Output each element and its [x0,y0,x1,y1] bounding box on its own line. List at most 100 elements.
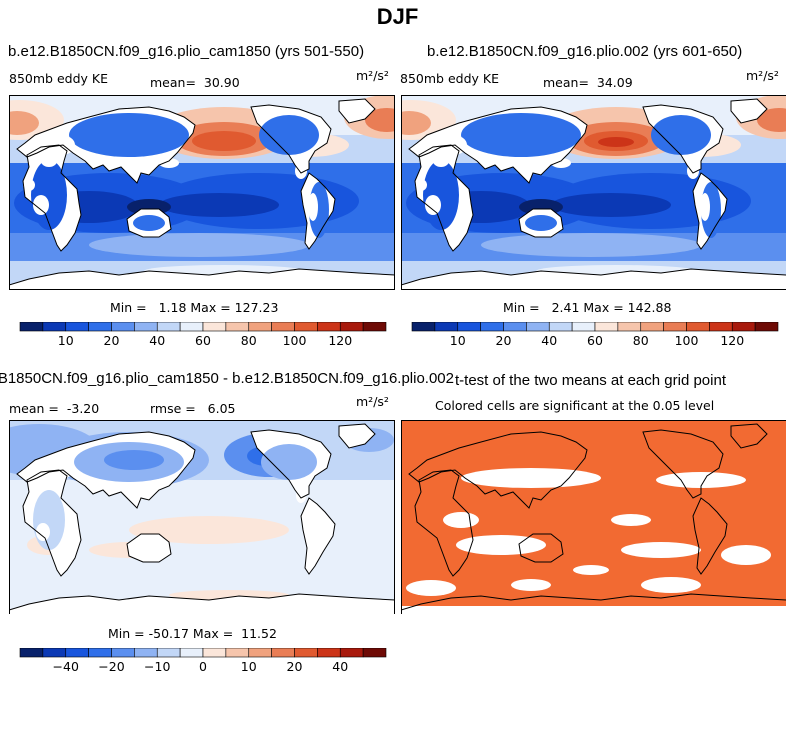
panel4-map [401,420,786,614]
panel3-map-svg [9,420,395,614]
panel2-left-label: 850mb eddy KE [400,71,499,86]
panel1-map-mask-6 [159,158,179,168]
panel2-map-mask-1 [433,155,449,167]
panel2-colorbar-tick-5: 100 [675,333,699,348]
panel2-units: m²/s² [746,68,779,83]
panel1-colorbar-box-15 [362,322,387,332]
panel1-map-mask-4 [295,163,307,179]
panel1-map-land-antarctica [9,269,395,290]
panel3-map-coast-3 [300,497,336,575]
panel2-map-pac-4 [598,137,634,147]
panel1-colorbar-box-10 [248,322,272,332]
panel4-map-nonsig-4 [621,542,701,558]
panel2-colorbar-tick-6: 120 [720,333,744,348]
panel2-colorbar-box-4 [503,322,527,332]
panel3-colorbar-box-3 [88,648,112,658]
panel4-map-nonsig-0 [461,468,601,488]
panel2-colorbar-box-1 [434,322,459,332]
panel4-map-coast-4 [518,533,564,563]
panel3-colorbar-tick-3: 0 [199,659,207,674]
panel1-colorbar-box-2 [65,322,89,332]
panel1-map-sh-1 [89,233,309,257]
panel2-colorbar-box-8 [594,322,619,332]
panel3-map-coast-antarctica [9,593,395,614]
panel2-colorbar-box-11 [663,322,687,332]
panel3-map-land-5 [339,424,375,448]
panel4-map-nonsig-10 [573,565,609,575]
panel4-map-coast-5 [730,423,768,449]
panel3-mean: mean = -3.20 [9,401,100,416]
panel2-map-atl-2 [401,111,431,135]
panel3-colorbar-box-10 [248,648,272,658]
panel3-colorbar-box-9 [225,648,250,658]
panel3-colorbar-box-1 [42,648,67,658]
panel2-map-svg [401,95,786,290]
panel3-colorbar-box-5 [134,648,158,658]
panel4-map-nonsig-6 [511,579,551,591]
panel1-colorbar-tick-5: 100 [283,333,307,348]
panel1-colorbar-tick-6: 120 [328,333,352,348]
panel1-colorbar: 10 20 40 60 80 100 120 [19,322,387,348]
panel2-map-mask-4 [687,163,699,179]
panel4-map-nonsig-9 [443,512,479,528]
panel4-map-coast-3 [692,497,728,575]
panel3-colorbar-box-0 [19,648,44,658]
panel1-colorbar-tick-0: 10 [58,333,74,348]
panel1-map-coast-2 [250,104,332,174]
panel1-units: m²/s² [356,68,389,83]
panel3-colorbar-box-13 [317,648,341,658]
panel2-map-mask-6 [551,158,571,168]
panel1-colorbar-box-9 [225,322,250,332]
panel3-map-eurasia-fill-2 [104,450,164,470]
panel1-mean: mean= 30.90 [150,75,240,90]
panel2-map-coast-antarctica [401,268,786,290]
panel3-colorbar-box-7 [179,648,204,658]
panel4-map-nonsig-5 [406,580,456,596]
panel4-map-coast-0 [414,469,474,577]
panel2-map-frame [401,95,786,290]
panel3-map-coast-5 [338,423,376,449]
panel1-colorbar-tick-3: 60 [195,333,211,348]
panel2-map-mask-2 [425,195,441,215]
panel2-colorbar-box-3 [480,322,504,332]
panel2-map-austr-fill [525,215,557,231]
panel1-colorbar-box-3 [88,322,112,332]
panel2-colorbar-tick-3: 60 [587,333,603,348]
panel2-map-land-antarctica [401,269,786,290]
panel1-colorbar-box-12 [294,322,318,332]
panel2-map-land-5 [731,99,767,123]
panel1-map-trop-4 [159,193,279,217]
panel3-colorbar-tick-2: −10 [144,659,170,674]
panel1-map-coast-1 [16,106,196,184]
panel2-map-coast-1 [408,106,588,184]
panel3-map-pos-1 [129,516,289,544]
panel3-colorbar-box-14 [339,648,364,658]
panel2-colorbar-tick-2: 40 [541,333,557,348]
panel4-subtitle: Colored cells are significant at the 0.0… [435,398,715,413]
panel1-map-land-5 [339,99,375,123]
panel2-map-namer-fill [651,115,711,155]
panel4-map-nonsig-7 [641,577,701,593]
panel1-map-mask-5 [308,193,318,221]
panel3-map-mask-2 [296,489,306,503]
figure-title: DJF [376,4,419,29]
panel1-colorbar-box-4 [111,322,135,332]
panel3-map-land-3 [301,498,335,574]
panel2-colorbar-box-7 [571,322,596,332]
panel2-map-eurasia-fill [461,113,581,157]
panel3-colorbar-box-2 [65,648,89,658]
panel3-colorbar-tick-4: 10 [241,659,257,674]
panel1-map-coast-antarctica [9,268,395,290]
panel1-map-coast-5 [338,98,376,124]
panel3-colorbar-box-12 [294,648,318,658]
panel3-colorbar-box-6 [156,648,181,658]
panel2-colorbar-tick-4: 80 [633,333,649,348]
panel2-colorbar-tick-0: 10 [450,333,466,348]
panel2-map-coast-2 [642,104,724,174]
panel2-map-sh-1 [481,233,701,257]
panel3-rmse: rmse = 6.05 [150,401,236,416]
panel2-colorbar-box-9 [617,322,642,332]
panel3-colorbar-tick-1: −20 [98,659,124,674]
panel2-colorbar-box-12 [686,322,710,332]
panel3-colorbar-tick-5: 20 [287,659,303,674]
